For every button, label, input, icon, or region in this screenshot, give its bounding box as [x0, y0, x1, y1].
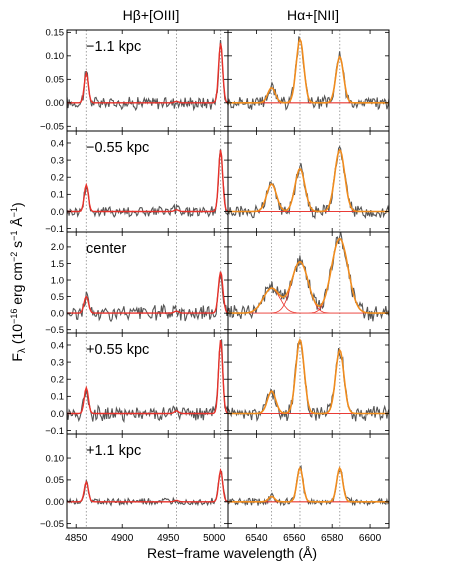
panel-label: center — [86, 241, 126, 257]
panel-3-halpha — [227, 332, 390, 435]
y-tick-label: 0.0 — [51, 308, 64, 319]
x-axis-title: Rest−frame wavelength (Å) — [147, 545, 317, 561]
panel-label: +1.1 kpc — [86, 443, 141, 459]
y-tick-label: 0.05 — [46, 475, 65, 486]
model-fit — [67, 271, 228, 314]
observed-spectrum — [228, 232, 389, 322]
panel-2-hbeta: 2.0 1.5 1.0 0.5 0.0 −0.5 — [45, 231, 229, 336]
total-fit — [228, 466, 389, 503]
y-tick-label: 0.1 — [51, 392, 64, 403]
panel-label: −1.1 kpc — [86, 39, 141, 55]
x-tick-label: 4900 — [111, 533, 134, 544]
panel-2-halpha — [227, 231, 390, 334]
observed-spectrum — [228, 464, 389, 507]
y-tick-label: 0.00 — [46, 98, 65, 109]
plot-area — [228, 145, 389, 220]
observed-spectrum — [67, 273, 228, 323]
panel-label: +0.55 kpc — [86, 342, 149, 358]
panel-1-halpha — [227, 130, 390, 233]
y-tick-label: 0.3 — [51, 155, 64, 166]
y-tick-label: −0.5 — [45, 325, 64, 336]
column-title-hbeta: Hβ+[OIII] — [123, 7, 180, 23]
plot-area — [67, 40, 228, 112]
y-tick-label: −0.05 — [40, 122, 64, 133]
plot-area — [67, 339, 228, 424]
panel-label: −0.55 kpc — [86, 140, 149, 156]
component-fit-1 — [228, 467, 389, 503]
plot-area — [67, 271, 228, 323]
plot-area — [67, 149, 228, 218]
y-tick-label: 0.15 — [46, 28, 65, 39]
total-fit — [228, 148, 389, 213]
x-tick-label: 5000 — [203, 533, 226, 544]
y-tick-label: 0.0 — [51, 207, 64, 218]
plot-area — [67, 467, 228, 507]
y-tick-label: 0.0 — [51, 409, 64, 420]
y-tick-label: 0.4 — [51, 138, 64, 149]
x-tick-label: 4950 — [157, 533, 180, 544]
model-fit — [67, 467, 228, 503]
y-tick-label: 1.0 — [51, 275, 64, 286]
y-tick-label: −0.1 — [45, 426, 64, 437]
model-fit — [67, 149, 228, 213]
total-fit — [228, 37, 389, 104]
model-fit — [67, 339, 228, 415]
component-fit-2 — [228, 467, 389, 503]
y-tick-label: 1.5 — [51, 259, 64, 270]
y-tick-label: 0.1 — [51, 190, 64, 201]
y-tick-label: 0.2 — [51, 173, 64, 184]
x-tick-label: 6540 — [245, 533, 268, 544]
component-fit-0 — [228, 183, 389, 212]
observed-spectrum — [67, 149, 228, 218]
x-tick-label: 6600 — [359, 533, 382, 544]
y-tick-label: −0.1 — [45, 224, 64, 235]
panel-1-hbeta: 0.4 0.3 0.2 0.1 0.0 −0.1 — [45, 130, 229, 235]
x-tick-label: 4850 — [65, 533, 88, 544]
plot-area — [228, 36, 389, 111]
y-tick-label: 0.00 — [46, 497, 65, 508]
y-tick-label: 0.2 — [51, 375, 64, 386]
panel-frame — [227, 433, 390, 529]
observed-spectrum — [228, 339, 389, 422]
y-tick-label: 0.5 — [51, 292, 64, 303]
x-tick-label: 6580 — [321, 533, 344, 544]
component-fit-0 — [228, 287, 389, 314]
plot-area — [228, 338, 389, 422]
component-fit-2 — [228, 238, 389, 314]
observed-spectrum — [228, 145, 389, 220]
plot-area — [228, 232, 389, 322]
y-tick-label: 0.10 — [46, 51, 65, 62]
component-fit-1 — [228, 38, 389, 104]
plot-area — [228, 464, 389, 507]
panel-4-halpha: 6540 6560 6580 6600 — [227, 433, 390, 544]
panel-frame — [227, 29, 390, 132]
panel-0-halpha — [227, 29, 390, 132]
total-fit — [228, 338, 389, 415]
y-tick-label: 0.05 — [46, 75, 65, 86]
x-tick-label: 6560 — [283, 533, 306, 544]
y-tick-label: 0.4 — [51, 340, 64, 351]
y-tick-label: 0.10 — [46, 453, 65, 464]
y-axis-title: Fλ (10−16 erg cm−2 s−1 Å−1) — [9, 202, 28, 361]
model-fit — [67, 43, 228, 104]
y-tick-label: −0.05 — [40, 519, 64, 530]
column-title-halpha: Hα+[NII] — [287, 7, 339, 23]
y-tick-label: 2.0 — [51, 242, 64, 253]
y-tick-label: 0.3 — [51, 357, 64, 368]
total-fit — [228, 237, 389, 314]
